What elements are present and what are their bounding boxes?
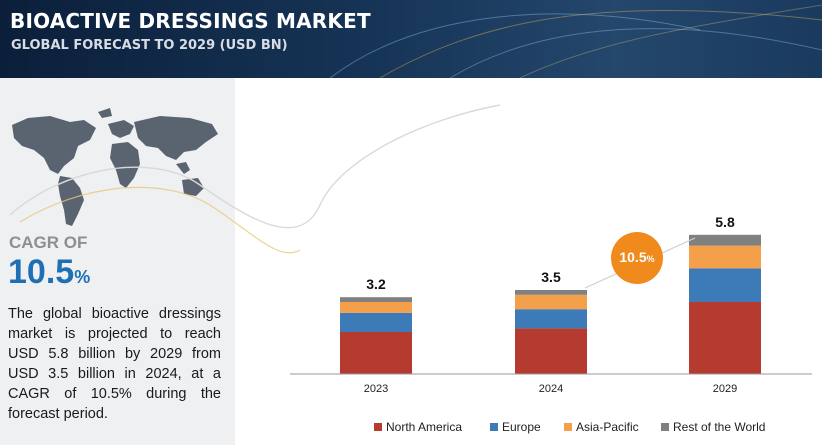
legend-label: Europe [502, 420, 541, 434]
market-description: The global bioactive dressings market is… [8, 306, 221, 422]
cagr-percent: % [74, 267, 91, 287]
page-subtitle: GLOBAL FORECAST TO 2029 (USD BN) [11, 38, 288, 53]
cagr-label: CAGR OF [9, 233, 88, 252]
bar-total-label: 3.2 [366, 276, 386, 292]
world-map-icon [12, 108, 218, 226]
bar-segment [515, 328, 587, 374]
legend-swatch [490, 423, 498, 431]
header-banner: BIOACTIVE DRESSINGS MARKET GLOBAL FORECA… [0, 0, 822, 78]
legend-swatch [374, 423, 382, 431]
x-tick-label: 2029 [713, 383, 737, 395]
x-tick-label: 2024 [539, 383, 563, 395]
bar-segment [689, 234, 761, 246]
bar-chart: 3.2 2023 3.5 2024 5.8 2029 [290, 214, 812, 395]
legend-label: Asia-Pacific [576, 420, 639, 434]
bar-segment [689, 245, 761, 269]
cagr-callout-text: 10.5% [619, 249, 654, 265]
bar-total-label: 5.8 [715, 214, 735, 230]
cagr-number: 10.5 [8, 253, 75, 291]
legend-label: Rest of the World [673, 420, 765, 434]
legend-swatch [564, 423, 572, 431]
bar-segment [689, 302, 761, 374]
bar-total-label: 3.5 [541, 269, 561, 285]
bar-segment [340, 332, 412, 374]
cagr-value: 10.5% [8, 253, 90, 292]
x-tick-label: 2023 [364, 383, 388, 395]
legend-label: North America [386, 420, 462, 434]
bar-segment [515, 290, 587, 295]
legend-swatch [661, 423, 669, 431]
bar-segment [689, 268, 761, 302]
header-light-streaks [329, 4, 822, 78]
bar-segment [515, 294, 587, 310]
cagr-callout-circle [611, 232, 663, 284]
decorative-swoosh [9, 104, 501, 229]
bar-segment [340, 312, 412, 332]
bar-segment [340, 302, 412, 313]
chart-legend: North America Europe Asia-Pacific Rest of t… [374, 420, 765, 434]
bar-segment [340, 297, 412, 302]
decorative-swoosh-gold [19, 186, 301, 254]
page-title: BIOACTIVE DRESSINGS MARKET [10, 9, 371, 33]
bar-segment [515, 309, 587, 329]
